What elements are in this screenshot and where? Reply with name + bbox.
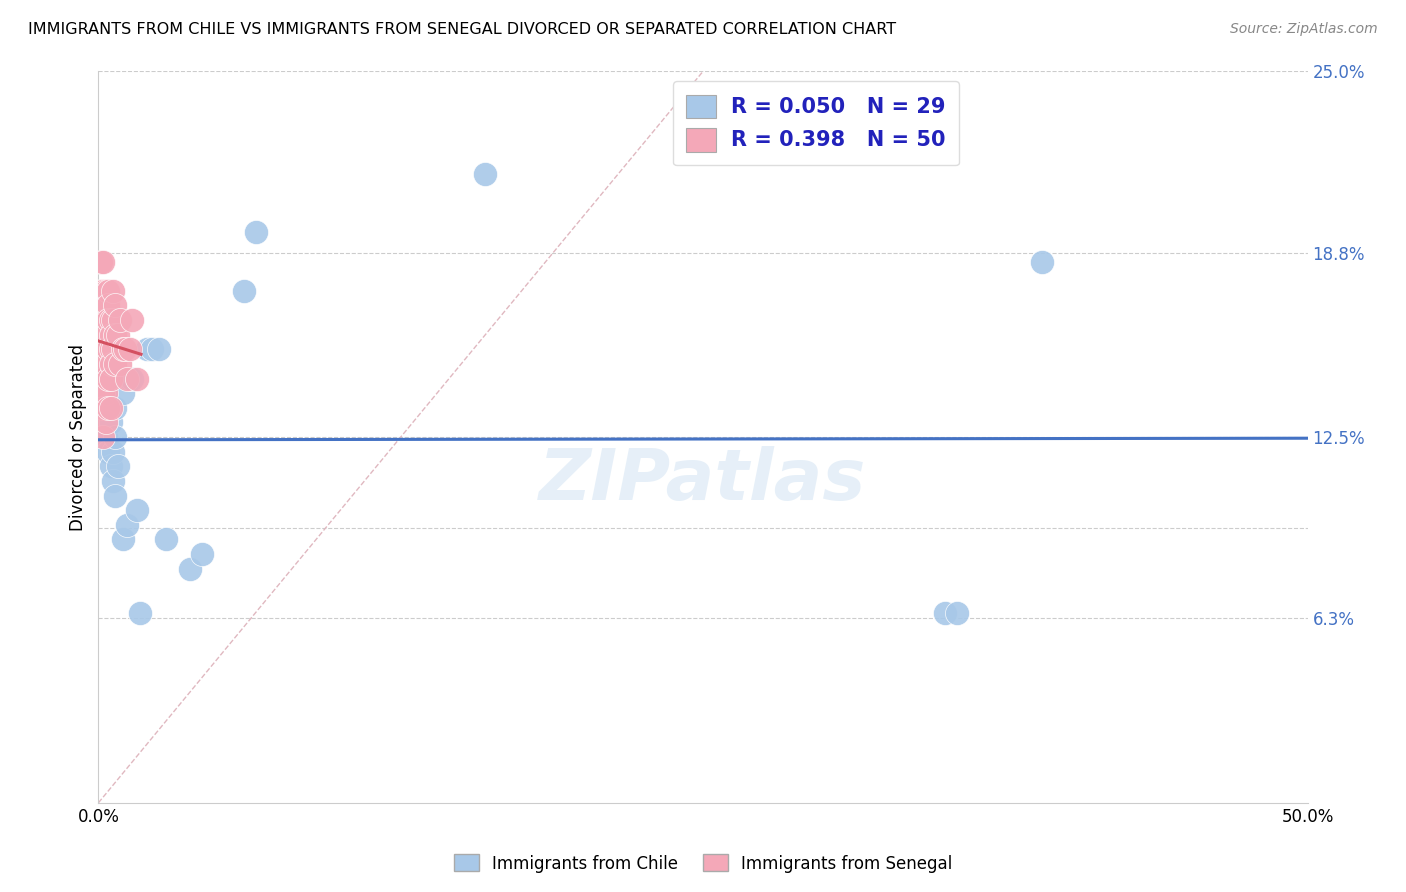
Point	[148, 343, 170, 357]
Point	[155, 533, 177, 547]
Point	[91, 254, 114, 268]
Point	[100, 313, 122, 327]
Point	[118, 371, 141, 385]
Point	[94, 284, 117, 298]
Point	[97, 284, 120, 298]
Point	[135, 343, 157, 357]
Point	[94, 386, 117, 401]
Point	[91, 371, 114, 385]
Point	[108, 313, 131, 327]
Point	[97, 371, 120, 385]
Point	[97, 401, 120, 415]
Point	[101, 343, 124, 357]
Point	[97, 298, 120, 312]
Point	[104, 430, 127, 444]
Point	[191, 547, 214, 561]
Point	[108, 357, 131, 371]
Point	[91, 401, 114, 415]
Point	[94, 298, 117, 312]
Point	[117, 371, 139, 385]
Point	[94, 416, 117, 430]
Point	[100, 401, 122, 415]
Point	[90, 284, 112, 298]
Point	[245, 225, 267, 239]
Point	[90, 371, 112, 385]
Point	[101, 474, 124, 488]
Point	[90, 254, 112, 268]
Point	[90, 313, 112, 327]
Point	[104, 489, 127, 503]
Point	[104, 357, 127, 371]
Point	[128, 606, 150, 620]
Point	[934, 606, 956, 620]
Point	[101, 444, 124, 458]
Point	[94, 430, 117, 444]
Point	[946, 606, 969, 620]
Legend: Immigrants from Chile, Immigrants from Senegal: Immigrants from Chile, Immigrants from S…	[447, 847, 959, 880]
Point	[90, 343, 112, 357]
Point	[127, 371, 149, 385]
Point	[100, 371, 122, 385]
Text: ZIPatlas: ZIPatlas	[540, 447, 866, 516]
Point	[100, 343, 122, 357]
Point	[474, 167, 496, 181]
Point	[141, 343, 163, 357]
Point	[179, 562, 201, 576]
Text: Source: ZipAtlas.com: Source: ZipAtlas.com	[1230, 22, 1378, 37]
Point	[94, 327, 117, 342]
Y-axis label: Divorced or Separated: Divorced or Separated	[69, 343, 87, 531]
Point	[97, 343, 120, 357]
Point	[101, 284, 124, 298]
Text: IMMIGRANTS FROM CHILE VS IMMIGRANTS FROM SENEGAL DIVORCED OR SEPARATED CORRELATI: IMMIGRANTS FROM CHILE VS IMMIGRANTS FROM…	[28, 22, 896, 37]
Point	[100, 357, 122, 371]
Point	[118, 343, 141, 357]
Point	[101, 313, 124, 327]
Point	[91, 430, 114, 444]
Point	[94, 343, 117, 357]
Point	[117, 517, 139, 532]
Point	[91, 313, 114, 327]
Point	[111, 386, 134, 401]
Point	[91, 357, 114, 371]
Point	[121, 313, 143, 327]
Point	[91, 386, 114, 401]
Point	[104, 298, 127, 312]
Point	[1031, 254, 1053, 268]
Point	[107, 459, 129, 474]
Point	[121, 371, 143, 385]
Point	[97, 444, 120, 458]
Point	[100, 416, 122, 430]
Point	[94, 357, 117, 371]
Point	[100, 327, 122, 342]
Point	[127, 503, 149, 517]
Point	[91, 327, 114, 342]
Legend: R = 0.050   N = 29, R = 0.398   N = 50: R = 0.050 N = 29, R = 0.398 N = 50	[673, 81, 959, 166]
Point	[111, 533, 134, 547]
Point	[232, 284, 254, 298]
Point	[91, 343, 114, 357]
Point	[111, 343, 134, 357]
Point	[100, 459, 122, 474]
Point	[107, 327, 129, 342]
Point	[97, 313, 120, 327]
Point	[91, 284, 114, 298]
Point	[104, 327, 127, 342]
Point	[104, 401, 127, 415]
Point	[114, 343, 136, 357]
Point	[94, 313, 117, 327]
